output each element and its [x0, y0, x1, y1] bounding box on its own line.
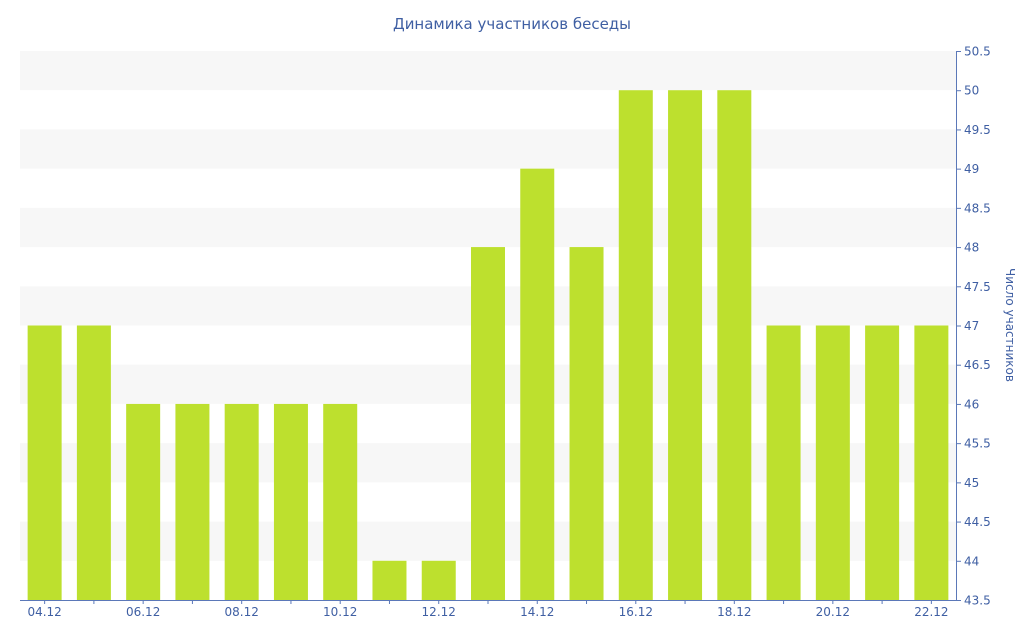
x-tick-label: 06.12 [126, 605, 160, 619]
x-tick-label: 16.12 [619, 605, 653, 619]
y-tick-label: 45.5 [964, 437, 991, 451]
x-tick-label: 18.12 [717, 605, 751, 619]
x-tick-label: 22.12 [914, 605, 948, 619]
y-tick-label: 49.5 [964, 123, 991, 137]
bar-19.12[interactable] [766, 325, 801, 601]
y-tick-label: 44 [964, 554, 979, 568]
bar-21.12[interactable] [865, 325, 900, 601]
y-tick-label: 47 [964, 319, 979, 333]
y-tick-label: 46.5 [964, 358, 991, 372]
y-tick-label: 48.5 [964, 201, 991, 215]
y-tick-label: 50.5 [964, 45, 991, 59]
y-axis-label: Число участников [1003, 268, 1017, 382]
y-tick-label: 46 [964, 397, 979, 411]
grid-band [20, 51, 956, 91]
bar-16.12[interactable] [618, 90, 653, 600]
x-tick-label: 08.12 [225, 605, 259, 619]
grid-band [20, 207, 956, 248]
grid-band [20, 129, 956, 169]
bar-11.12[interactable] [372, 560, 407, 600]
bar-08.12[interactable] [224, 403, 259, 600]
bar-14.12[interactable] [520, 168, 555, 600]
y-tick-label: 50 [964, 84, 979, 98]
bar-09.12[interactable] [273, 403, 308, 600]
y-tick-labels: 43.5 44 44.5 45 45.5 46 46.5 47 47.5 48 48.5 49 49.5… [956, 45, 991, 608]
bar-05.12[interactable] [76, 325, 111, 601]
y-tick-label: 44.5 [964, 515, 991, 529]
bar-10.12[interactable] [323, 403, 358, 600]
bar-20.12[interactable] [815, 325, 850, 601]
y-tick-label: 47.5 [964, 280, 991, 294]
y-tick-label: 45 [964, 476, 979, 490]
y-tick-label: 43.5 [964, 594, 991, 608]
x-tick-label: 10.12 [323, 605, 357, 619]
bar-18.12[interactable] [717, 90, 752, 600]
x-tick-label: 20.12 [816, 605, 850, 619]
bar-15.12[interactable] [569, 247, 604, 601]
bar-07.12[interactable] [175, 403, 210, 600]
y-tick-label: 49 [964, 162, 979, 176]
x-tick-label: 04.12 [27, 605, 61, 619]
bar-06.12[interactable] [126, 403, 161, 600]
y-tick-label: 48 [964, 241, 979, 255]
bar-17.12[interactable] [668, 90, 703, 600]
bar-22.12[interactable] [914, 325, 949, 601]
bar-13.12[interactable] [471, 247, 505, 601]
bar-04.12[interactable] [27, 325, 62, 601]
chart-title: Динамика участников беседы [393, 15, 631, 33]
x-tick-labels: 04.12 06.12 08.12 10.12 12.12 14.12 16.12 18.12… [27, 600, 949, 619]
x-tick-label: 14.12 [520, 605, 554, 619]
bar-series [27, 90, 949, 601]
bar-12.12[interactable] [421, 560, 456, 600]
x-tick-label: 12.12 [422, 605, 456, 619]
